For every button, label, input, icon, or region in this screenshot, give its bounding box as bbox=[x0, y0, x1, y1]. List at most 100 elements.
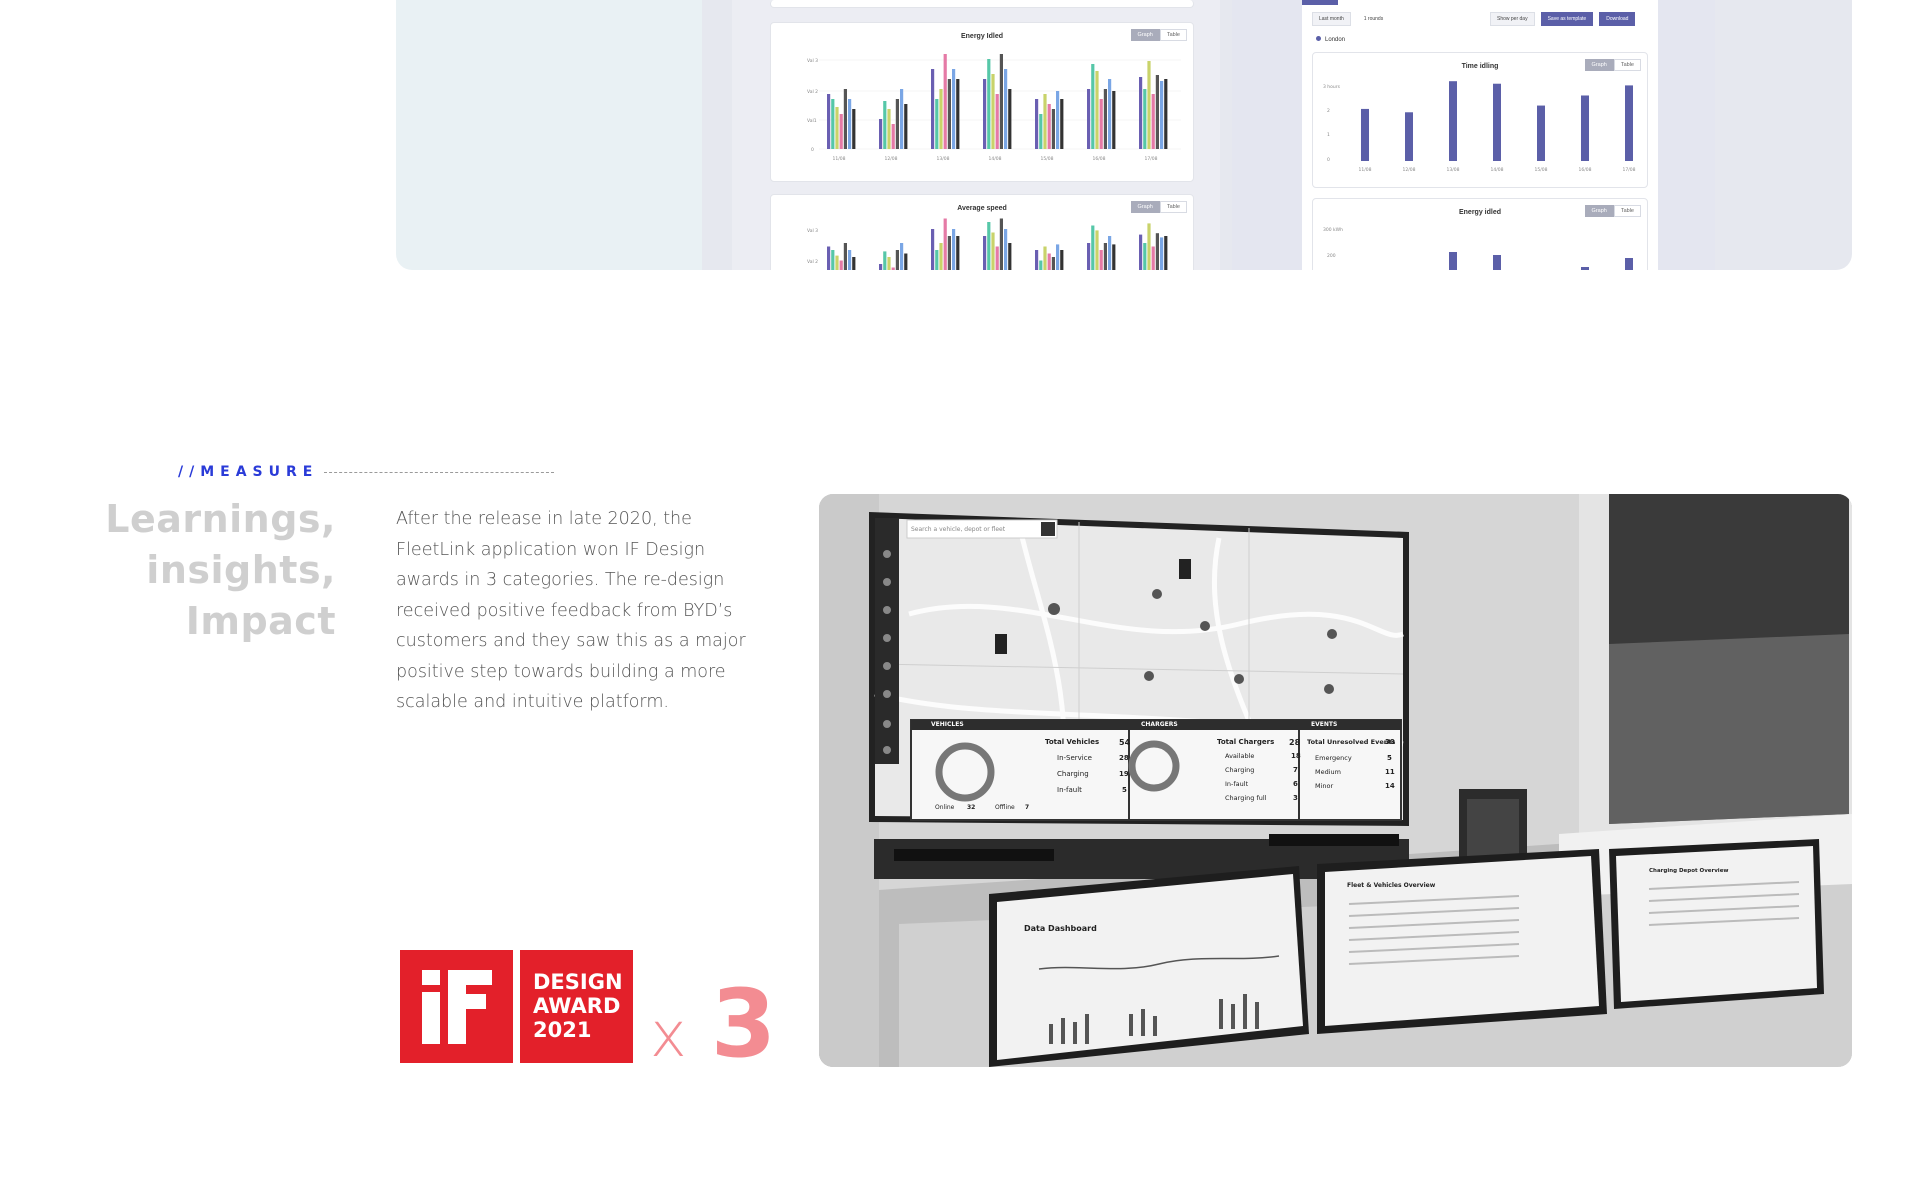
y-tick: 1 bbox=[1327, 132, 1330, 138]
chart-bar bbox=[1103, 243, 1107, 270]
interval-select[interactable]: Show per day bbox=[1490, 12, 1535, 26]
x-tick: 16/08 bbox=[1579, 167, 1592, 173]
chart-bar bbox=[827, 94, 831, 149]
charger-stat-label: Charging full bbox=[1225, 794, 1267, 802]
table-tab[interactable]: Table bbox=[1613, 205, 1641, 217]
x-tick: 12/08 bbox=[885, 156, 898, 162]
table-tab[interactable]: Table bbox=[1613, 59, 1641, 71]
heading-line: Impact bbox=[185, 599, 336, 643]
section-heading: Learnings, insights, Impact bbox=[100, 494, 336, 647]
report-showcase-panel: Energy Idled Graph Table Val 3 Val 2 Val… bbox=[396, 0, 1852, 270]
vehicle-stat-label: In-Service bbox=[1057, 754, 1092, 762]
chart-bar bbox=[1035, 99, 1039, 149]
y-tick: Val1 bbox=[807, 118, 817, 124]
chart-bar bbox=[848, 99, 852, 149]
charger-stat-value: 6 bbox=[1293, 780, 1298, 788]
chart-bar bbox=[1047, 104, 1051, 149]
y-tick: 2 bbox=[1327, 108, 1330, 114]
chart-bar bbox=[931, 229, 935, 270]
chart-bar bbox=[983, 79, 987, 149]
graph-tab[interactable]: Graph bbox=[1584, 59, 1614, 71]
y-tick: Val 2 bbox=[807, 259, 818, 265]
graph-table-toggle[interactable]: Graph Table bbox=[1130, 29, 1187, 41]
event-stat-value: 11 bbox=[1385, 768, 1395, 776]
chart-bar bbox=[1051, 109, 1055, 149]
chart-bar bbox=[1004, 229, 1008, 270]
save-template-button[interactable]: Save as template bbox=[1540, 12, 1594, 26]
y-tick: 200 bbox=[1327, 253, 1336, 259]
chart-bar bbox=[956, 236, 960, 270]
chart-bar bbox=[943, 54, 947, 149]
energy-idled-bars: Val 3 Val 2 Val1 0 11/08 12/08 13/08 14/08 1… bbox=[807, 54, 1181, 162]
graph-tab[interactable]: Graph bbox=[1584, 205, 1614, 217]
chart-bar bbox=[1035, 250, 1039, 270]
search-input[interactable]: Search a vehicle, depot or fleet bbox=[911, 526, 1006, 533]
download-button[interactable]: Download bbox=[1599, 12, 1636, 26]
chart-bar bbox=[835, 255, 839, 270]
chart-bar bbox=[1449, 252, 1457, 270]
chart-bar bbox=[1625, 258, 1633, 270]
chart-bar bbox=[1143, 89, 1147, 149]
charger-stat-label: Available bbox=[1225, 752, 1255, 760]
chart-bar bbox=[939, 243, 943, 270]
total-events-value: 30 bbox=[1385, 738, 1395, 746]
chart-bar bbox=[939, 89, 943, 149]
chart-bar bbox=[1147, 61, 1151, 149]
chart-title: Energy idled bbox=[1458, 209, 1501, 216]
graph-table-toggle[interactable]: Graph Table bbox=[1130, 201, 1187, 213]
total-vehicles-label: Total Vehicles bbox=[1045, 738, 1100, 746]
chart-bar bbox=[1051, 257, 1055, 270]
chart-bar bbox=[1008, 243, 1012, 270]
x-tick: 17/08 bbox=[1623, 167, 1636, 173]
y-tick: 0 bbox=[1327, 157, 1330, 163]
rounds-count: 1 rounds bbox=[1356, 12, 1391, 26]
y-tick: 300 kWh bbox=[1323, 227, 1343, 233]
x-tick: 11/08 bbox=[833, 156, 846, 162]
online-count: 32 bbox=[967, 804, 976, 811]
graph-table-toggle[interactable]: Graph Table bbox=[1584, 59, 1641, 71]
section-body: After the release in late 2020, the Flee… bbox=[396, 509, 746, 712]
graph-tab[interactable]: Graph bbox=[1130, 29, 1160, 41]
chart-bar bbox=[991, 232, 995, 270]
chart-title: Time idling bbox=[1461, 63, 1499, 70]
table-tab[interactable]: Table bbox=[1159, 201, 1187, 213]
chart-bar bbox=[1139, 77, 1143, 149]
chart-bar bbox=[1060, 99, 1064, 149]
chart-bar bbox=[1060, 250, 1064, 270]
chart-bar bbox=[947, 79, 951, 149]
graph-tab[interactable]: Graph bbox=[1130, 201, 1160, 213]
chart-bar bbox=[999, 54, 1003, 149]
heading-line: insights, bbox=[146, 548, 336, 592]
award-line: DESIGN bbox=[533, 970, 623, 994]
charger-stat-label: In-fault bbox=[1225, 780, 1249, 788]
chart-bar bbox=[1108, 236, 1112, 270]
vehicle-stat-value: 19 bbox=[1119, 770, 1129, 778]
chart-bar bbox=[995, 246, 999, 270]
table-tab[interactable]: Table bbox=[1159, 29, 1187, 41]
if-logo-mark bbox=[400, 950, 513, 1063]
chart-bar bbox=[1091, 64, 1095, 149]
online-label: Online bbox=[935, 804, 955, 811]
period-select[interactable]: Last month bbox=[1312, 12, 1351, 26]
chart-bar bbox=[1043, 94, 1047, 149]
chart-bar bbox=[1112, 91, 1116, 149]
vehicle-stat-value: 28 bbox=[1119, 754, 1129, 762]
vehicle-stat-value: 5 bbox=[1122, 786, 1127, 794]
chart-bar bbox=[1151, 94, 1155, 149]
time-idling-bars: 3 hours 2 1 0 11/08 12/08 13/08 14/08 15/08 1… bbox=[1323, 81, 1636, 173]
eyebrow-label: //MEASURE bbox=[178, 464, 319, 480]
charger-stat-value: 7 bbox=[1293, 766, 1298, 774]
chart-bar bbox=[835, 107, 839, 149]
monitor-title: Fleet & Vehicles Overview bbox=[1347, 882, 1436, 889]
y-tick: Val 3 bbox=[807, 58, 818, 64]
x-tick: 13/08 bbox=[1447, 167, 1460, 173]
chart-title: Energy Idled bbox=[960, 33, 1003, 40]
chart-bar bbox=[983, 236, 987, 270]
event-stat-value: 14 bbox=[1385, 782, 1395, 790]
chart-bar bbox=[1103, 89, 1107, 149]
chart-bar bbox=[848, 250, 852, 270]
chart-bar bbox=[1095, 71, 1099, 149]
graph-table-toggle[interactable]: Graph Table bbox=[1584, 205, 1641, 217]
chart-bar bbox=[1095, 230, 1099, 270]
chart-bar bbox=[1160, 237, 1164, 270]
